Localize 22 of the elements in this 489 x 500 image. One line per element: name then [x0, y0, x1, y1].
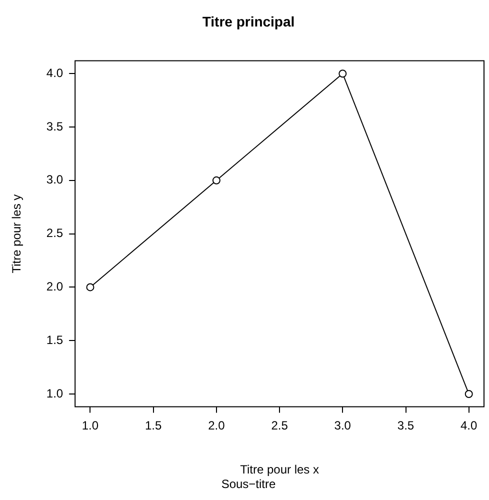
y-tick-label: 2.5 — [46, 226, 64, 240]
y-tick-label: 3.0 — [46, 172, 64, 187]
y-tick-label: 4.0 — [46, 66, 64, 80]
x-tick-label: 2.0 — [208, 418, 226, 432]
chart-title: Titre principal — [202, 13, 295, 30]
text: Sous−titre — [221, 477, 276, 492]
x-tick-label: 4.0 — [460, 418, 478, 432]
point — [212, 176, 220, 184]
x-axis-title: Titre pour les x — [240, 462, 319, 477]
y-tick-label: 3.5 — [46, 119, 64, 134]
y-axis-title: Titre pour les y — [10, 194, 24, 274]
point — [86, 283, 94, 292]
point — [338, 70, 347, 78]
y-tick-label: 1.0 — [46, 386, 64, 400]
x-tick-label: 1.5 — [144, 418, 162, 432]
point — [464, 390, 473, 398]
x-tick-label: 1.0 — [82, 418, 99, 432]
y-tick-label: 1.5 — [46, 332, 64, 347]
x-tick-label: 3.0 — [334, 418, 352, 432]
y-tick-label: 2.0 — [46, 280, 64, 294]
x-tick-label: 3.5 — [397, 418, 414, 432]
x-tick-label: 2.5 — [271, 418, 288, 432]
